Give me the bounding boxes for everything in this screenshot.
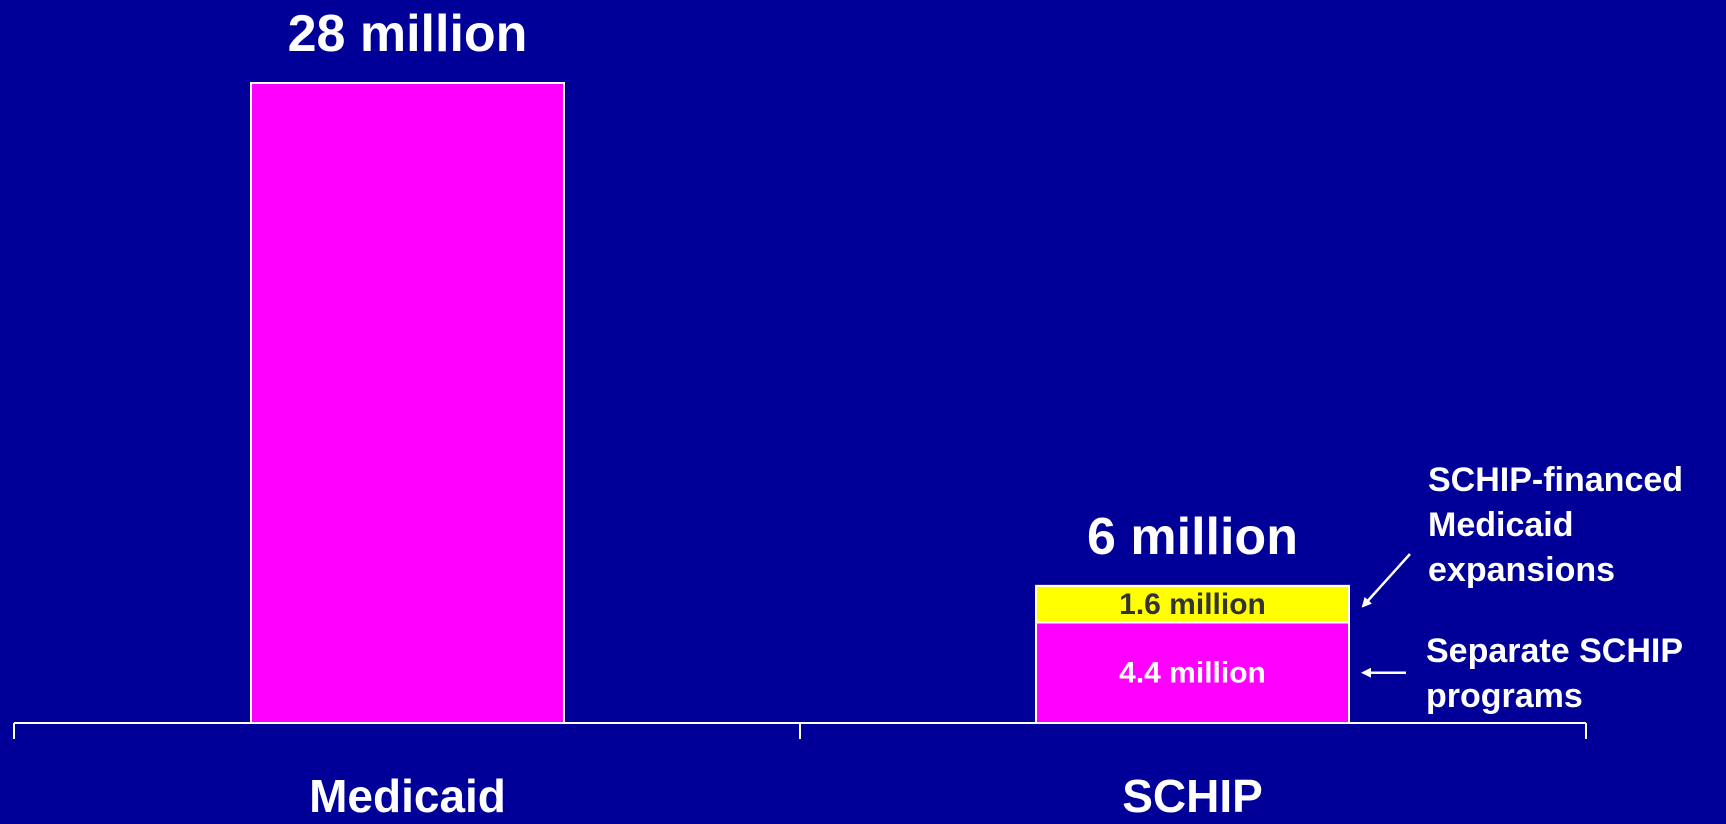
category-label-medicaid: Medicaid bbox=[309, 770, 506, 819]
annotation-arrow-0 bbox=[1361, 553, 1411, 608]
annotation-0-line-2: expansions bbox=[1428, 551, 1615, 589]
bar-medicaid-series-0 bbox=[250, 82, 565, 724]
bar-schip-series-1 bbox=[1035, 584, 1350, 624]
annotation-0-line-0: SCHIP-financed bbox=[1428, 461, 1683, 499]
annotation-1-line-1: programs bbox=[1426, 677, 1583, 715]
data-label-schip-series-1: 1.6 million bbox=[1119, 588, 1266, 621]
data-label-schip-series-0: 4.4 million bbox=[1119, 657, 1266, 690]
annotation-0-line-1: Medicaid bbox=[1428, 506, 1573, 544]
total-label-schip: 6 million bbox=[1087, 508, 1298, 566]
annotation-1-line-0: Separate SCHIP bbox=[1426, 632, 1683, 670]
bar-schip-series-0 bbox=[1035, 621, 1350, 725]
total-label-medicaid: 28 million bbox=[288, 5, 528, 63]
category-label-schip: SCHIP bbox=[1122, 770, 1263, 819]
